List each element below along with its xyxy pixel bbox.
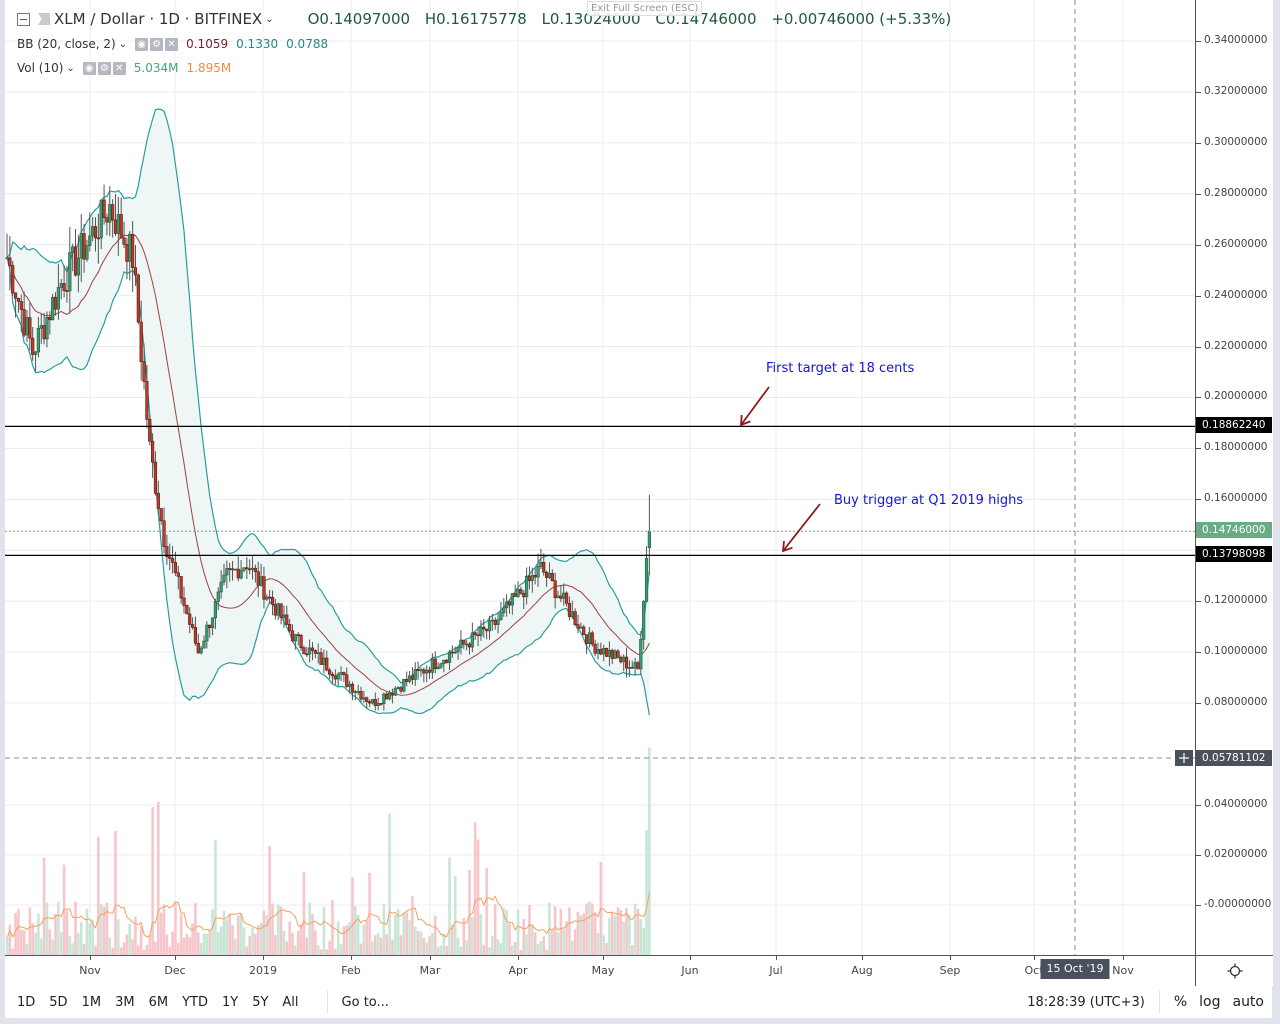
time-tag-crosshair: 15 Oct '19 [1040, 959, 1110, 979]
price-tag-crosshair: 0.05781102 [1196, 750, 1272, 766]
log-scale-toggle[interactable]: log [1199, 994, 1221, 1010]
bollinger-upper [6, 108, 650, 684]
bb-label[interactable]: BB (20, close, 2) [17, 37, 116, 51]
range-ytd-button[interactable]: YTD [182, 994, 208, 1010]
price-tick-label: 0.30000000 [1204, 135, 1268, 148]
time-axis-label: Jun [681, 964, 699, 977]
chart-settings-button[interactable] [1195, 955, 1273, 986]
divider [1158, 991, 1160, 1013]
bb-legend: BB (20, close, 2) ⌄ ◉ ⚙ ✕ 0.1059 0.1330 … [17, 37, 328, 51]
symbol-legend: XLM / Dollar · 1D · BITFINEX ⌄ O0.140970… [17, 10, 961, 28]
price-tick-label: 0.18000000 [1204, 441, 1268, 454]
volume-label[interactable]: Vol (10) [17, 61, 64, 75]
price-tick-label: 0.04000000 [1204, 798, 1268, 810]
eye-icon[interactable]: ◉ [135, 37, 149, 51]
high-value: H0.16175778 [424, 10, 527, 28]
price-tick-label: 0.08000000 [1204, 695, 1268, 708]
time-axis-label: Aug [851, 964, 873, 977]
volume-legend: Vol (10) ⌄ ◉ ⚙ ✕ 5.034M 1.895M [17, 61, 231, 75]
auto-scale-toggle[interactable]: auto [1232, 994, 1264, 1010]
time-axis[interactable]: Nov Dec 2019 Feb Mar Apr May Jun Jul Aug Sep Oct Nov… [5, 955, 1195, 986]
settings-sun-icon [1227, 963, 1242, 979]
bollinger-fill [7, 108, 650, 716]
price-tick-label: 0.28000000 [1204, 186, 1268, 199]
price-tick-label: 0.16000000 [1204, 492, 1268, 505]
range-5d-button[interactable]: 5D [49, 994, 68, 1010]
volume-value: 5.034M [133, 61, 179, 75]
exit-fullscreen-hint[interactable]: Exit Full Screen (ESC) [587, 1, 703, 16]
gear-icon[interactable]: ⚙ [150, 37, 164, 51]
close-icon[interactable]: ✕ [112, 61, 126, 75]
price-tick-label: 0.34000000 [1204, 34, 1268, 46]
time-axis-label: Feb [341, 964, 361, 977]
change-value: +0.00746000 (+5.33%) [771, 10, 952, 28]
time-axis-label: Apr [508, 964, 528, 977]
symbol-title[interactable]: XLM / Dollar · 1D · BITFINEX [54, 10, 263, 28]
price-tick-label: 0.24000000 [1204, 288, 1268, 301]
bb-basis-value: 0.1059 [186, 37, 229, 51]
annotation-buy-trigger[interactable]: Buy trigger at Q1 2019 highs [834, 493, 1024, 508]
chevron-down-icon[interactable]: ⌄ [118, 38, 128, 50]
time-axis-label: Dec [164, 964, 186, 977]
price-tick-label: 0.12000000 [1204, 594, 1268, 607]
chevron-down-icon[interactable]: ⌄ [265, 13, 274, 25]
range-6m-button[interactable]: 6M [148, 994, 169, 1010]
gear-icon[interactable]: ⚙ [97, 61, 111, 75]
price-tag-last-price: 0.14746000 [1196, 522, 1272, 538]
price-tick-label: 0.26000000 [1204, 237, 1268, 250]
open-value: O0.14097000 [307, 10, 411, 28]
price-axis[interactable]: 0.34000000 0.32000000 0.30000000 0.28000000… [1195, 0, 1273, 955]
goto-date-button[interactable]: Go to... [341, 994, 389, 1010]
eye-icon[interactable]: ◉ [82, 61, 96, 75]
symbol-flag-icon [38, 13, 50, 25]
range-1d-button[interactable]: 1D [17, 994, 36, 1010]
time-axis-label: Nov [1112, 964, 1134, 977]
price-tick-label: 0.22000000 [1204, 339, 1268, 352]
range-1m-button[interactable]: 1M [81, 994, 102, 1010]
time-axis-label: 2019 [249, 964, 277, 977]
bb-upper-value: 0.1330 [236, 37, 279, 51]
bollinger-basis [6, 234, 650, 696]
range-5y-button[interactable]: 5Y [252, 994, 269, 1010]
time-axis-label: Sep [939, 964, 961, 977]
time-axis-label: May [591, 964, 615, 977]
time-axis-label: Jul [769, 964, 783, 977]
bb-lower-value: 0.0788 [286, 37, 329, 51]
percent-scale-toggle[interactable]: % [1173, 994, 1188, 1010]
bottom-toolbar: 1D 5D 1M 3M 6M YTD 1Y 5Y All Go to... 18… [5, 986, 1272, 1018]
range-1y-button[interactable]: 1Y [221, 994, 239, 1010]
price-tag-first-target: 0.18862240 [1196, 417, 1272, 433]
chart-pane[interactable]: XLM / Dollar · 1D · BITFINEX ⌄ O0.140970… [5, 0, 1195, 955]
chevron-down-icon[interactable]: ⌄ [66, 62, 75, 74]
volume-ma-line [6, 892, 650, 939]
price-tick-label: -0.00000000 [1204, 898, 1272, 910]
divider [326, 991, 328, 1013]
price-tag-buy-trigger: 0.13798098 [1196, 546, 1272, 562]
bollinger-lower [6, 257, 650, 716]
price-tick-label: 0.10000000 [1204, 645, 1268, 658]
close-icon[interactable]: ✕ [165, 37, 179, 51]
volume-ma-value: 1.895M [186, 61, 232, 75]
price-tick-label: 0.20000000 [1204, 390, 1268, 403]
price-chart-canvas[interactable] [5, 0, 1195, 955]
price-tick-label: 0.32000000 [1204, 84, 1268, 97]
time-axis-label: Oct [1024, 964, 1044, 977]
time-axis-label: Nov [79, 964, 101, 977]
annotation-first-target[interactable]: First target at 18 cents [766, 361, 915, 376]
time-axis-label: Mar [419, 964, 441, 977]
clock-timezone[interactable]: 18:28:39 (UTC+3) [1027, 994, 1145, 1010]
range-3m-button[interactable]: 3M [115, 994, 135, 1010]
range-all-button[interactable]: All [282, 994, 299, 1010]
collapse-legend-icon[interactable] [17, 12, 30, 26]
price-tick-label: 0.02000000 [1204, 848, 1268, 860]
